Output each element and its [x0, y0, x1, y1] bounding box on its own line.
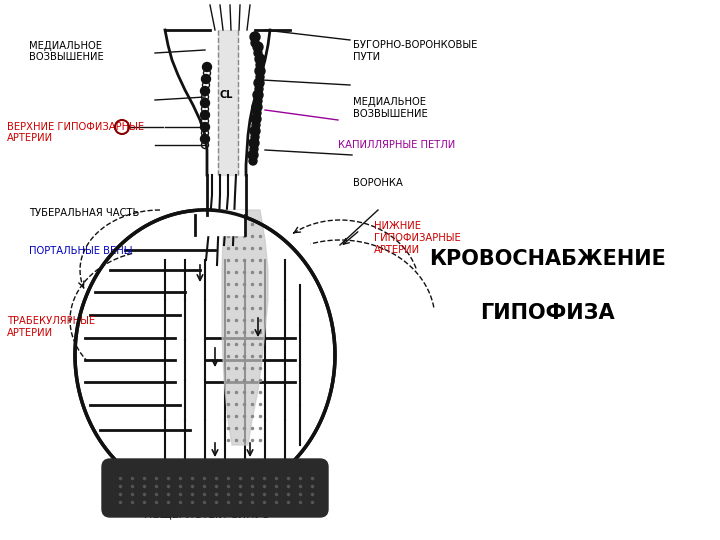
Circle shape [252, 102, 262, 112]
Circle shape [252, 121, 260, 129]
Circle shape [200, 123, 210, 132]
Text: ВОРОНКА: ВОРОНКА [353, 178, 402, 188]
FancyBboxPatch shape [102, 459, 328, 517]
Circle shape [251, 133, 259, 141]
Circle shape [202, 63, 212, 71]
Circle shape [251, 114, 261, 124]
Circle shape [256, 73, 264, 81]
Circle shape [200, 134, 210, 144]
Circle shape [250, 145, 258, 153]
Circle shape [200, 111, 210, 119]
Circle shape [255, 54, 265, 64]
Polygon shape [218, 30, 238, 175]
Polygon shape [222, 210, 268, 445]
Text: ПЕЩЕРИСТЫЙ СИНУС: ПЕЩЕРИСТЫЙ СИНУС [144, 508, 269, 519]
Circle shape [255, 85, 263, 93]
Circle shape [253, 90, 263, 100]
Polygon shape [195, 210, 245, 235]
Circle shape [249, 138, 259, 148]
Text: ПОРТАЛЬНЫЕ ВЕНЫ: ПОРТАЛЬНЫЕ ВЕНЫ [29, 246, 132, 256]
Circle shape [255, 66, 265, 76]
Circle shape [254, 78, 264, 88]
Text: ВЕРХНИЕ ГИПОФИЗАРНЫЕ
АРТЕРИИ: ВЕРХНИЕ ГИПОФИЗАРНЫЕ АРТЕРИИ [7, 122, 144, 143]
Text: НИЖНИЕ
ГИПОФИЗАРНЫЕ
АРТЕРИИ: НИЖНИЕ ГИПОФИЗАРНЫЕ АРТЕРИИ [374, 221, 461, 254]
Text: МЕДИАЛЬНОЕ
ВОЗВЫШЕНИЕ: МЕДИАЛЬНОЕ ВОЗВЫШЕНИЕ [29, 40, 104, 62]
Polygon shape [75, 210, 335, 500]
Circle shape [254, 97, 262, 105]
Circle shape [200, 86, 210, 96]
Circle shape [202, 75, 210, 84]
Text: ТУБЕРАЛЬНАЯ ЧАСТЬ: ТУБЕРАЛЬНАЯ ЧАСТЬ [29, 208, 139, 218]
Circle shape [250, 32, 260, 42]
Circle shape [254, 49, 262, 57]
Text: ГИПОФИЗА: ГИПОФИЗА [480, 303, 614, 323]
Circle shape [253, 42, 263, 52]
Circle shape [253, 109, 261, 117]
Circle shape [200, 98, 210, 107]
Text: КРОВОСНАБЖЕНИЕ: КРОВОСНАБЖЕНИЕ [429, 249, 665, 269]
Text: CL: CL [220, 90, 233, 100]
Text: МЕДИАЛЬНОЕ
ВОЗВЫШЕНИЕ: МЕДИАЛЬНОЕ ВОЗВЫШЕНИЕ [353, 97, 428, 119]
Circle shape [256, 61, 264, 69]
Text: ТРАБЕКУЛЯРНЫЕ
АРТЕРИИ: ТРАБЕКУЛЯРНЫЕ АРТЕРИИ [7, 316, 95, 338]
Circle shape [250, 126, 260, 136]
Circle shape [248, 150, 258, 160]
Text: БУГОРНО-ВОРОНКОВЫЕ
ПУТИ: БУГОРНО-ВОРОНКОВЫЕ ПУТИ [353, 40, 477, 62]
Circle shape [249, 157, 257, 165]
Text: КАПИЛЛЯРНЫЕ ПЕТЛИ: КАПИЛЛЯРНЫЕ ПЕТЛИ [338, 140, 456, 151]
Circle shape [251, 39, 259, 47]
